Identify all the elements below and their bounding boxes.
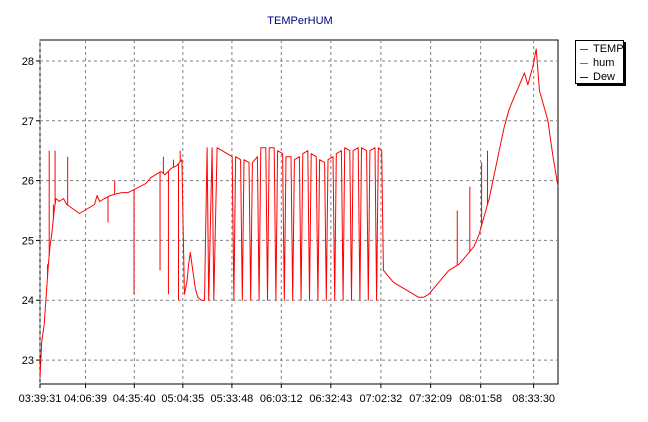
legend-label-hum: hum [593, 57, 615, 69]
y-tick-label: 25 [22, 235, 34, 247]
x-tick-label: 05:04:35 [161, 393, 204, 405]
x-tick-label: 03:39:31 [19, 393, 62, 405]
legend-entry-hum: hum [580, 56, 614, 70]
y-tick-label: 27 [22, 116, 34, 128]
y-tick-label: 23 [22, 355, 34, 367]
series-line-temp [39, 48, 559, 379]
x-tick-label: 04:06:39 [64, 393, 107, 405]
legend-entry-dew: Dew [580, 70, 615, 84]
y-tick-label: 24 [22, 295, 34, 307]
y-tick-label: 26 [22, 176, 34, 188]
x-tick-label: 06:32:43 [309, 393, 352, 405]
x-tick-label: 06:03:12 [260, 393, 303, 405]
x-tick-label: 08:33:30 [512, 393, 555, 405]
x-tick-label: 08:01:58 [459, 393, 502, 405]
plot-area [39, 39, 559, 385]
legend-swatch-dew [580, 76, 588, 78]
x-tick-label: 07:32:09 [409, 393, 452, 405]
x-tick-label: 05:33:48 [210, 393, 253, 405]
y-tick-label: 28 [22, 56, 34, 68]
series-layer [39, 48, 559, 379]
legend-swatch-hum [580, 62, 588, 64]
axes: 23 24 25 26 27 28 03:39:31 04:06:39 04:35:40 05:0… [19, 56, 555, 405]
legend-swatch-temp [580, 48, 588, 50]
legend-entry-temp: TEMP [580, 42, 624, 56]
legend: TEMP hum Dew [575, 40, 624, 84]
grid-lines [39, 40, 558, 384]
legend-label-temp: TEMP [593, 43, 624, 55]
legend-label-dew: Dew [593, 71, 616, 83]
x-tick-label: 04:35:40 [113, 393, 156, 405]
chart-title: TEMPerHUM [267, 15, 333, 27]
x-tick-label: 07:02:32 [359, 393, 402, 405]
